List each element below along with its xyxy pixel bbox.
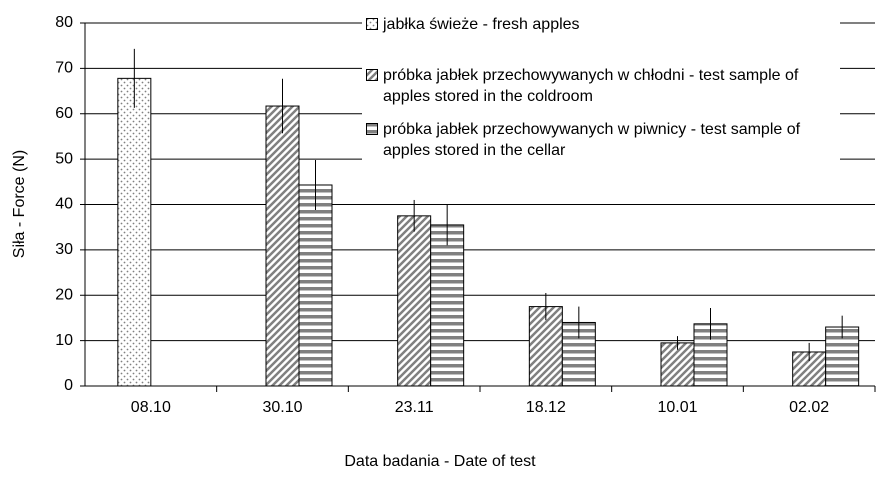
x-tick-label: 30.10 [262, 399, 302, 416]
y-tick-label: 50 [55, 150, 73, 167]
y-tick-label: 60 [55, 105, 73, 122]
y-tick-label: 20 [55, 286, 73, 303]
x-tick-label: 08.10 [131, 399, 171, 416]
y-tick-label: 40 [55, 196, 73, 213]
legend-entry: jabłka świeże - fresh apples [366, 14, 836, 35]
x-tick-label: 18.12 [526, 399, 566, 416]
legend-label: próbka jabłek przechowywanych w piwnicy … [383, 121, 801, 159]
y-tick-label: 0 [64, 377, 73, 394]
x-tick-label: 23.11 [395, 399, 434, 416]
y-tick-label: 30 [55, 241, 73, 258]
bar [298, 184, 333, 387]
y-tick-label: 70 [55, 60, 73, 77]
y-axis-label: Siła - Force (N) [11, 150, 28, 258]
legend-label: próbka jabłek przechowywanych w chłodni … [383, 67, 799, 105]
legend: jabłka świeże - fresh apples próbka jabłe… [362, 10, 840, 177]
legend-swatch [366, 18, 378, 30]
bar [265, 105, 300, 387]
legend-label: jabłka świeże - fresh apples [383, 16, 580, 33]
bar [397, 215, 432, 387]
y-tick-label: 80 [55, 14, 73, 31]
legend-swatch [366, 69, 378, 81]
bar [117, 77, 152, 387]
y-tick-label: 10 [55, 332, 73, 349]
legend-swatch [366, 123, 378, 135]
x-tick-label: 02.02 [789, 399, 829, 416]
legend-entry: próbka jabłek przechowywanych w piwnicy … [366, 119, 836, 161]
bar [430, 224, 465, 387]
legend-entry: próbka jabłek przechowywanych w chłodni … [366, 65, 836, 107]
x-axis-label: Data badania - Date of test [344, 453, 536, 470]
x-tick-label: 10.01 [657, 399, 697, 416]
